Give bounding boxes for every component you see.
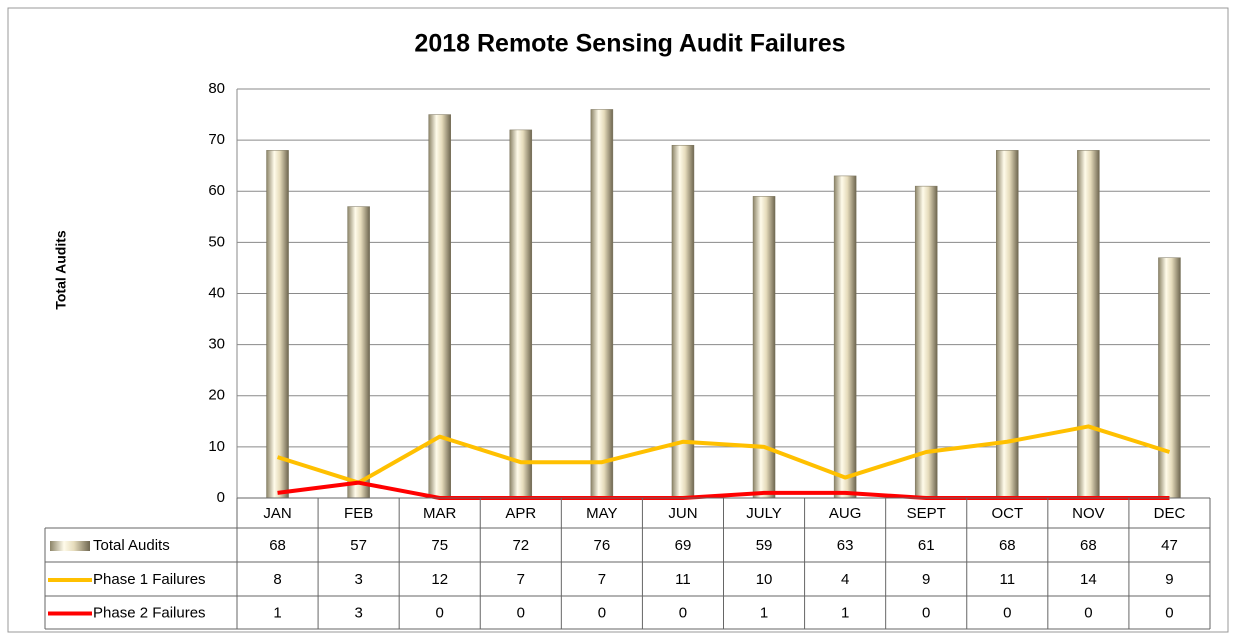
table-value: 1: [273, 604, 281, 621]
table-value: 0: [922, 604, 930, 621]
x-tick-label: JULY: [746, 505, 782, 522]
x-tick-label: FEB: [344, 505, 373, 522]
legend-label: Phase 2 Failures: [93, 604, 206, 621]
table-value: 11: [675, 571, 691, 588]
table-value: 3: [354, 604, 362, 621]
bar: [996, 150, 1019, 499]
x-tick-label: MAY: [586, 505, 617, 522]
table-value: 1: [841, 604, 849, 621]
y-tick-label: 20: [208, 387, 225, 404]
x-tick-label: AUG: [829, 505, 862, 522]
y-tick-label: 80: [208, 80, 225, 97]
x-tick-label: DEC: [1154, 505, 1186, 522]
bar: [752, 196, 776, 499]
bar: [1077, 150, 1100, 499]
y-tick-label: 30: [208, 336, 225, 353]
table-value: 9: [922, 571, 930, 588]
bar: [266, 150, 289, 499]
bar: [509, 129, 533, 499]
table-value: 76: [594, 537, 611, 554]
table-value: 61: [918, 537, 935, 554]
table-value: 9: [1165, 571, 1173, 588]
table-value: 69: [675, 537, 692, 554]
x-tick-label: APR: [505, 505, 536, 522]
table-value: 0: [1084, 604, 1092, 621]
legend-key: [50, 541, 90, 551]
table-value: 7: [517, 571, 525, 588]
chart-frame: [7, 7, 1229, 633]
y-axis-title: Total Audits: [53, 230, 69, 310]
bar: [347, 206, 370, 499]
chart-title: 2018 Remote Sensing Audit Failures: [414, 30, 845, 58]
table-value: 63: [837, 537, 854, 554]
line: [276, 424, 1171, 485]
bar: [1158, 257, 1181, 499]
table-value: 68: [1080, 537, 1097, 554]
table-value: 11: [1000, 571, 1016, 588]
table-value: 10: [756, 571, 773, 588]
x-tick-label: NOV: [1072, 505, 1105, 522]
y-tick-label: 70: [208, 131, 225, 148]
bar: [833, 175, 857, 499]
x-tick-label: SEPT: [907, 505, 946, 522]
x-tick-label: MAR: [423, 505, 457, 522]
legend-label: Phase 1 Failures: [93, 571, 206, 588]
y-tick-label: 60: [208, 182, 225, 199]
table-value: 0: [1165, 604, 1173, 621]
table-value: 1: [760, 604, 768, 621]
table-value: 4: [841, 571, 849, 588]
y-tick-label: 0: [217, 489, 225, 506]
table-value: 59: [756, 537, 773, 554]
table-value: 0: [517, 604, 525, 621]
table-value: 68: [269, 537, 286, 554]
table-value: 75: [431, 537, 448, 554]
table-value: 68: [999, 537, 1016, 554]
table-value: 0: [598, 604, 606, 621]
table-value: 0: [436, 604, 444, 621]
table-value: 7: [598, 571, 606, 588]
y-tick-label: 50: [208, 233, 225, 250]
table-value: 12: [431, 571, 448, 588]
bar: [590, 109, 614, 499]
table-value: 47: [1161, 537, 1178, 554]
x-tick-label: OCT: [991, 505, 1023, 522]
y-tick-label: 40: [208, 284, 225, 301]
table-value: 8: [273, 571, 281, 588]
table-value: 14: [1080, 571, 1097, 588]
table-value: 3: [354, 571, 362, 588]
legend-label: Total Audits: [93, 537, 170, 554]
table-value: 72: [512, 537, 529, 554]
table-value: 57: [350, 537, 367, 554]
table-value: 0: [679, 604, 687, 621]
x-tick-label: JUN: [668, 505, 697, 522]
x-tick-label: JAN: [263, 505, 291, 522]
table-value: 0: [1003, 604, 1011, 621]
y-tick-label: 10: [208, 438, 225, 455]
